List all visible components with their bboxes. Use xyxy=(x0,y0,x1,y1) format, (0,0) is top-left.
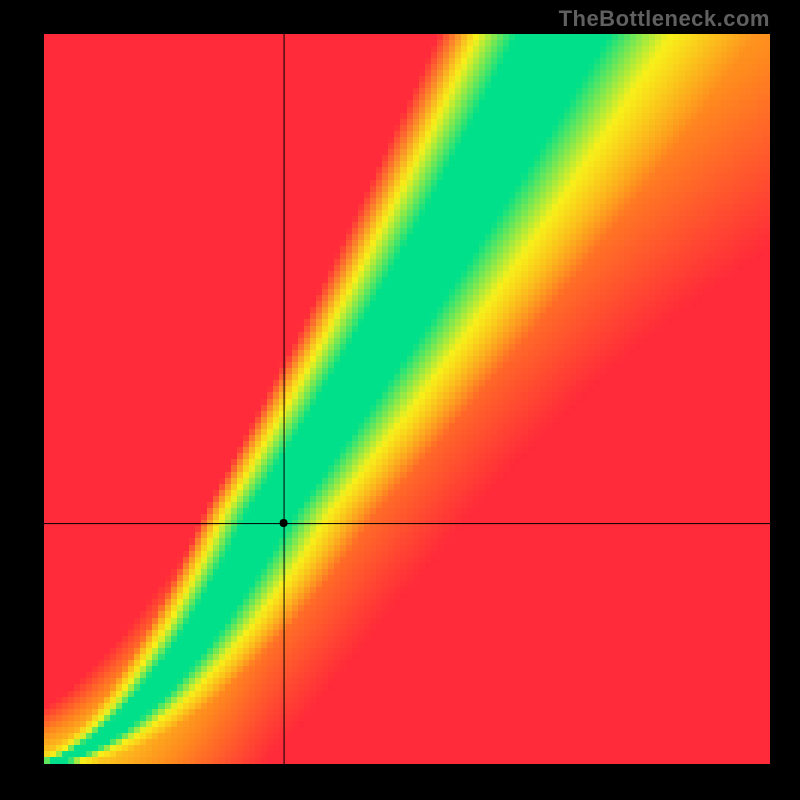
watermark-text: TheBottleneck.com xyxy=(559,6,770,32)
bottleneck-heatmap xyxy=(0,0,800,800)
